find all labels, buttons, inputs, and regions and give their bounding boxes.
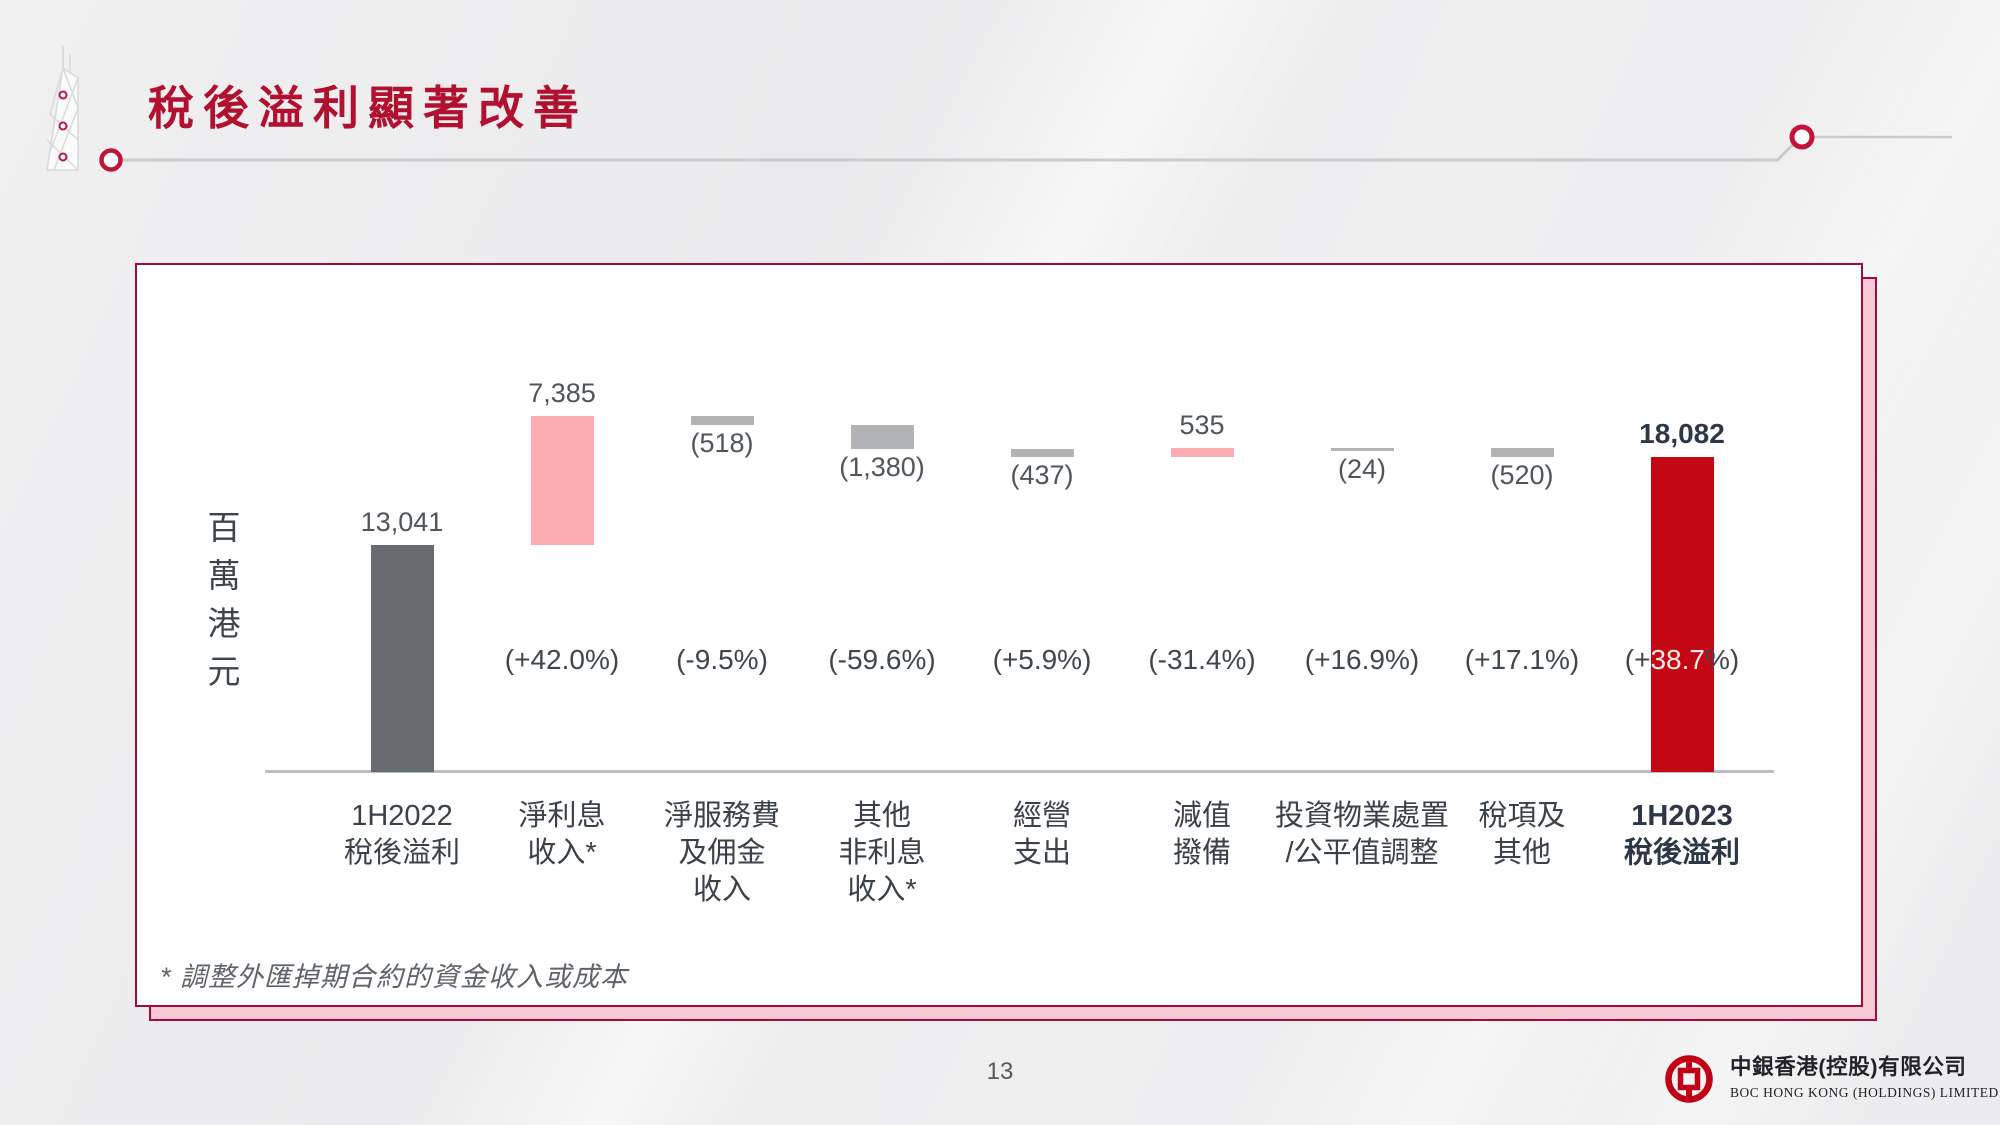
category-label: 稅項及 其他: [1478, 800, 1566, 869]
footnote: * 調整外匯掉期合約的資金收入或成本: [160, 962, 629, 992]
category-label: 淨服務費 及佣金 收入: [663, 800, 780, 906]
bar-percent-label: (-31.4%): [1148, 644, 1256, 675]
chart-panel: 百萬港元 13,041 1H2022 稅後溢利 7,385 (+42.0%) 淨利息 收入*…: [135, 263, 1863, 1007]
bar-percent-label: (-9.5%): [676, 644, 768, 675]
waterfall-bar-2: [530, 416, 594, 545]
waterfall-bar-5: [1010, 449, 1074, 458]
waterfall-bar-8: [1490, 448, 1554, 458]
x-axis-line: [265, 770, 1774, 773]
bar-value-label: (24): [1337, 453, 1386, 484]
y-axis-unit-label: 百萬港元: [203, 510, 240, 702]
bar-percent-label: (+42.0%): [504, 644, 620, 675]
waterfall-bar-9: [1650, 457, 1714, 772]
waterfall-bar-7: [1330, 447, 1394, 451]
category-label: 1H2023 稅後溢利: [1623, 800, 1740, 869]
category-label: 淨利息 收入*: [518, 800, 606, 869]
bar-value-label: (520): [1490, 460, 1554, 491]
bar-percent-label: (+16.9%): [1304, 644, 1420, 675]
waterfall-bar-4: [850, 425, 914, 450]
bar-percent-label: (+17.1%): [1464, 644, 1580, 675]
bar-value-label: 13,041: [360, 507, 444, 537]
logo-company-name-cn: 中銀香港(控股)有限公司: [1730, 1055, 1967, 1079]
bar-value-label: 18,082: [1639, 418, 1725, 450]
waterfall-bar-3: [690, 416, 754, 426]
category-label: 其他 非利息 收入*: [838, 800, 926, 906]
bar-value-label: (437): [1010, 460, 1074, 491]
page-title: 稅後溢利顯著改善: [148, 82, 588, 134]
category-label: 1H2022 稅後溢利: [343, 800, 460, 869]
boc-emblem-icon: [1665, 1055, 1713, 1103]
bar-value-label: (518): [690, 428, 754, 459]
tower-decoration-icon: [46, 46, 79, 171]
title-divider: [99, 124, 1952, 172]
waterfall-bar-1: [370, 545, 434, 772]
category-label: 投資物業處置/公平值調整: [1274, 800, 1449, 869]
category-label: 減值 撥備: [1172, 800, 1231, 869]
bar-value-label: 535: [1179, 409, 1225, 440]
divider-left-circle-icon: [99, 148, 123, 172]
category-label: 經營 支出: [1012, 800, 1071, 869]
bar-percent-label: (+5.9%): [992, 644, 1092, 675]
waterfall-bar-6: [1170, 447, 1234, 458]
logo-company-name-en: BOC HONG KONG (HOLDINGS) LIMITED: [1730, 1085, 1999, 1100]
bar-value-label: (1,380): [839, 452, 925, 483]
bar-percent-label: (-59.6%): [828, 644, 936, 675]
page-number: 13: [986, 1058, 1014, 1085]
bar-percent-label: (+38.7%): [1624, 644, 1740, 675]
divider-right-circle-icon: [1789, 124, 1815, 150]
bar-value-label: 7,385: [528, 378, 596, 409]
